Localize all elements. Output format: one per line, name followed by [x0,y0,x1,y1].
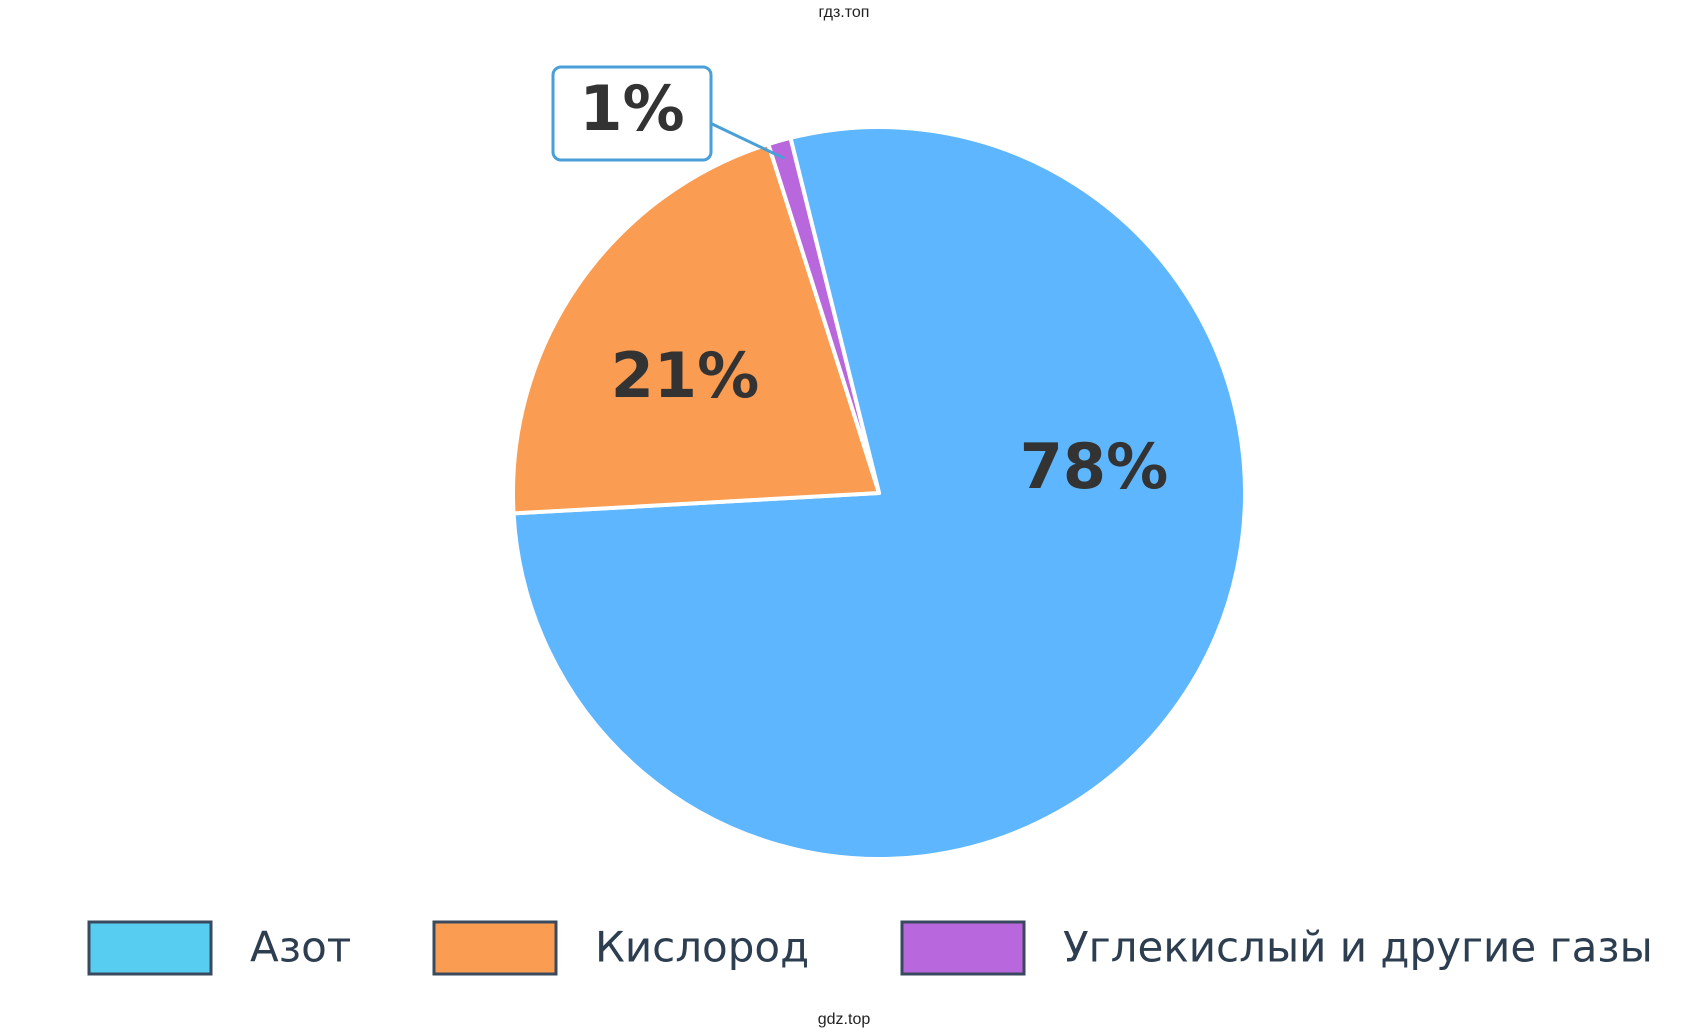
legend-swatch [432,920,558,976]
data-label: 1% [579,72,684,145]
legend-swatch [900,920,1026,976]
legend-swatch [87,920,213,976]
callout-line [709,121,785,160]
watermark: гдз.топ [819,4,870,21]
data-label: 78% [1020,430,1168,503]
callout-box [551,65,713,162]
legend-label: Кислород [595,923,809,972]
watermark: gdz.top [818,1011,871,1028]
legend-label: Азот [250,923,351,972]
pie-slice [511,142,881,516]
data-label: 21% [611,339,759,412]
pie-slice [766,135,881,495]
legend-label: Углекислый и другие газы [1063,923,1653,972]
